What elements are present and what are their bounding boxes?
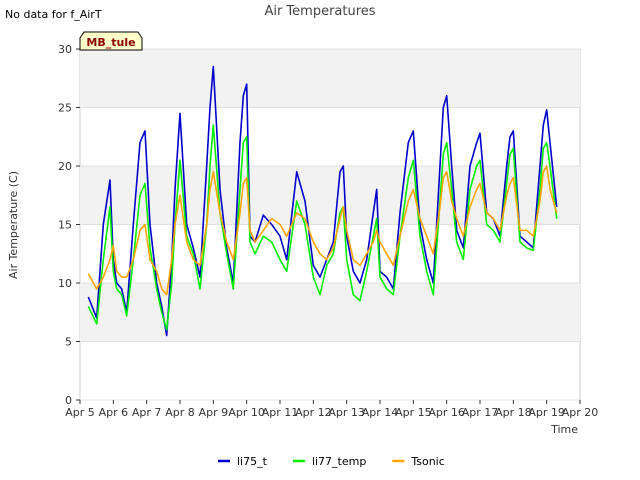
x-tick-label: Apr 17 [462, 406, 499, 419]
x-tick-label: Apr 14 [362, 406, 399, 419]
x-axis-label: Time [550, 423, 578, 436]
legend: li75_t li77_temp Tsonic [218, 455, 445, 468]
x-tick-label: Apr 16 [428, 406, 465, 419]
x-tick-label: Apr 8 [165, 406, 195, 419]
grid-bands [80, 48, 580, 401]
series-line-li77-temp [87, 124, 558, 331]
x-tick-label: Apr 9 [199, 406, 229, 419]
chart-title: Air Temperatures [264, 4, 375, 19]
y-tick-label: 25 [58, 102, 72, 115]
x-tick-label: Apr 18 [495, 406, 532, 419]
series-line-tsonic [87, 165, 558, 296]
x-tick-label: Apr 5 [65, 406, 95, 419]
y-tick-label: 5 [65, 336, 72, 349]
x-tick-label: Apr 12 [295, 406, 332, 419]
y-tick-label: 10 [58, 277, 72, 290]
y-tick-label: 15 [58, 219, 72, 232]
y-tick-label: 20 [58, 160, 72, 173]
y-tick-label: 30 [58, 43, 72, 56]
y-tick-label: 0 [65, 394, 72, 407]
badge-shape [79, 31, 143, 51]
badge-label: MB_tule [86, 36, 135, 49]
x-tick-label: Apr 7 [132, 406, 162, 419]
x-tick-label: Apr 19 [528, 406, 565, 419]
grid-band [80, 166, 580, 225]
y-axis-label: Air Temperature (C) [7, 171, 20, 279]
no-data-message: No data for f_AirT [5, 8, 102, 21]
grid-band [80, 283, 580, 342]
legend-label: li77_temp [312, 455, 366, 468]
legend-label: Tsonic [410, 455, 444, 468]
x-tick-label: Apr 15 [395, 406, 432, 419]
x-tick-label: Apr 6 [99, 406, 129, 419]
y-axis-ticks: 0 5 10 15 20 25 30 [58, 43, 80, 407]
x-tick-label: Apr 13 [328, 406, 365, 419]
x-tick-label: Apr 10 [228, 406, 265, 419]
series-lines [87, 65, 558, 337]
legend-label: li75_t [237, 455, 268, 468]
x-tick-label: Apr 11 [262, 406, 299, 419]
x-tick-label: Apr 20 [562, 406, 599, 419]
grid-band [80, 49, 580, 108]
station-badge: MB_tule [79, 31, 143, 51]
